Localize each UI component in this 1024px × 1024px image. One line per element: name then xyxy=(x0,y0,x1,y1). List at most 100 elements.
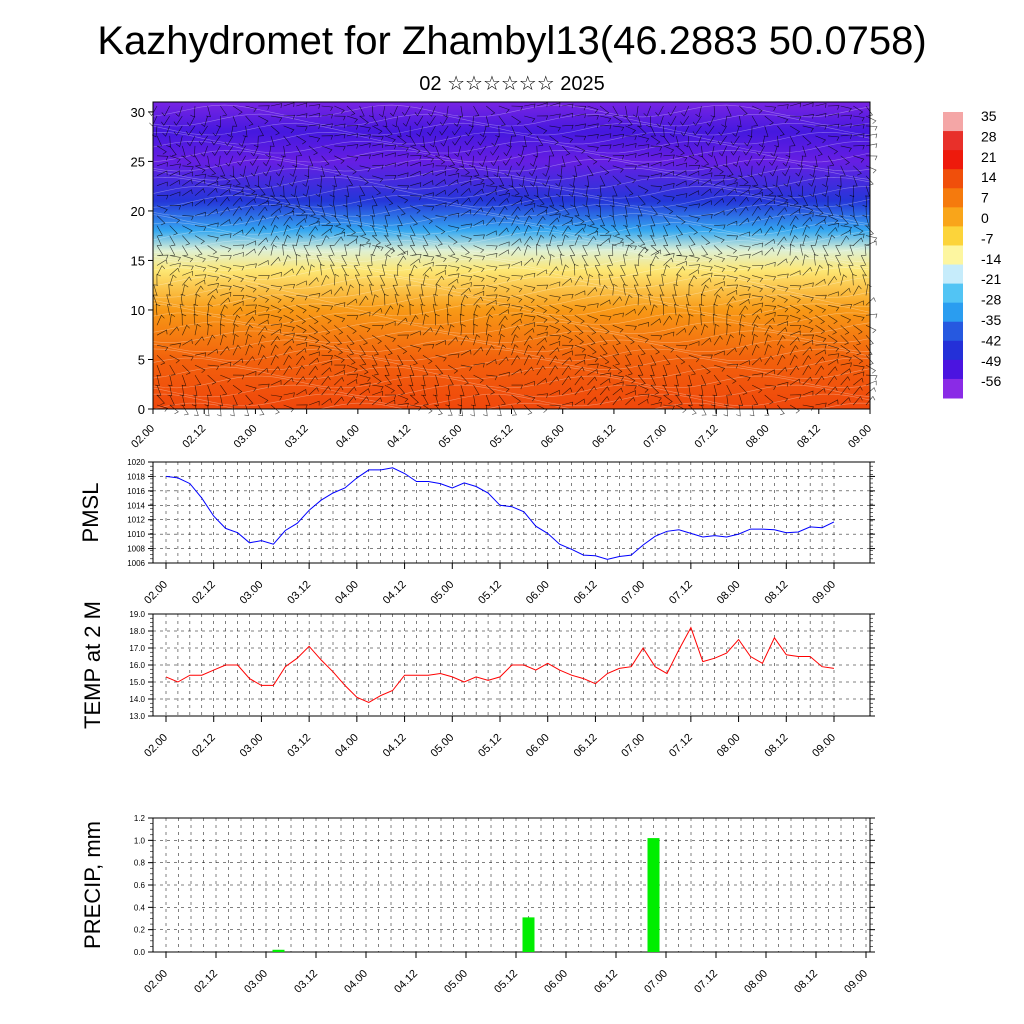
heatmap-xtick-label: 08.12 xyxy=(795,423,823,451)
temp2m-xtick-label: 07.12 xyxy=(667,732,695,760)
pmsl-ytick-label: 1020 xyxy=(127,458,145,467)
heatmap-xtick-label: 02.00 xyxy=(129,423,157,451)
pmsl-series-line xyxy=(165,467,835,560)
temp2m-xtick-label: 08.00 xyxy=(715,732,743,760)
colorbar-swatch xyxy=(943,264,963,285)
wind-barbs xyxy=(148,102,878,417)
pmsl-ytick-label: 1014 xyxy=(127,501,145,510)
temp2m-xtick-label: 05.00 xyxy=(428,732,456,760)
pmsl-ytick-label: 1016 xyxy=(127,487,145,496)
heatmap-xtick-label: 05.00 xyxy=(436,423,464,451)
pmsl-xtick-label: 03.12 xyxy=(285,579,313,607)
colorbar-swatch xyxy=(943,112,963,132)
precip-ytick-label: 1.2 xyxy=(134,814,146,823)
temp2m-xtick-label: 04.12 xyxy=(381,732,409,760)
temp2m-xtick-label: 02.12 xyxy=(190,732,218,760)
precip-ytick-label: 0.6 xyxy=(134,881,146,890)
colorbar-label: -21 xyxy=(981,271,1001,287)
temp2m-xtick-label: 09.00 xyxy=(810,732,838,760)
temp2m-ytick-label: 15.0 xyxy=(129,678,145,687)
precip-xtick-label: 07.12 xyxy=(692,968,720,996)
colorbar-label: -35 xyxy=(981,312,1001,328)
pmsl-xtick-label: 07.12 xyxy=(667,579,695,607)
heatmap-xtick-label: 04.00 xyxy=(334,423,362,451)
precip-xtick-label: 03.12 xyxy=(292,968,320,996)
temp2m-ytick-label: 18.0 xyxy=(129,627,145,636)
colorbar-label: 14 xyxy=(981,169,997,185)
precip-xtick-label: 09.00 xyxy=(842,968,870,996)
pmsl-xtick-label: 02.00 xyxy=(142,579,170,607)
precip-bar xyxy=(647,838,660,952)
precip-xtick-label: 06.12 xyxy=(592,968,620,996)
heatmap-xtick-label: 03.12 xyxy=(283,423,311,451)
temp2m-series-line xyxy=(165,626,835,703)
pmsl-ytick-label: 1018 xyxy=(127,472,145,481)
pmsl-ytick-label: 1010 xyxy=(127,530,145,539)
colorbar-label: -7 xyxy=(981,230,994,246)
pmsl-xtick-label: 07.00 xyxy=(619,579,647,607)
colorbar-swatch xyxy=(943,188,963,208)
precip-xtick-label: 08.00 xyxy=(742,968,770,996)
pmsl-xtick-label: 04.00 xyxy=(333,579,361,607)
temp2m-xtick-label: 06.12 xyxy=(572,732,600,760)
heatmap-xtick-label: 02.12 xyxy=(180,423,208,451)
precip-xtick-label: 08.12 xyxy=(792,968,820,996)
pmsl-xtick-label: 02.12 xyxy=(190,579,218,607)
colorbar-label: 35 xyxy=(981,108,997,124)
heatmap-ytick-label: 10 xyxy=(131,303,145,318)
colorbar-swatch xyxy=(943,302,963,323)
temp2m-xtick-label: 06.00 xyxy=(524,732,552,760)
temp2m-xtick-label: 03.12 xyxy=(285,732,313,760)
heatmap-ytick-label: 5 xyxy=(138,352,145,367)
chart-title: Kazhydromet for Zhambyl13(46.2883 50.075… xyxy=(97,19,927,63)
colorbar-swatch xyxy=(943,169,963,189)
precip-ytick-label: 0.8 xyxy=(134,859,146,868)
pmsl-xtick-label: 05.00 xyxy=(428,579,456,607)
precip-xtick-label: 05.00 xyxy=(442,968,470,996)
colorbar-label: 28 xyxy=(981,128,997,144)
pmsl-ytick-label: 1006 xyxy=(127,559,145,568)
pmsl-xtick-label: 05.12 xyxy=(476,579,504,607)
precip-xtick-label: 02.00 xyxy=(142,968,170,996)
colorbar-swatch xyxy=(943,245,963,266)
heatmap-xtick-label: 04.12 xyxy=(385,423,413,451)
colorbar-swatch xyxy=(943,150,963,170)
colorbar-swatch xyxy=(943,283,963,304)
precip-ytick-label: 1.0 xyxy=(134,836,146,845)
heatmap-ytick-label: 0 xyxy=(138,402,145,417)
heatmap-xtick-label: 06.12 xyxy=(590,423,618,451)
temp2m-xtick-label: 02.00 xyxy=(142,732,170,760)
pmsl-xtick-label: 03.00 xyxy=(238,579,266,607)
pmsl-ytick-label: 1008 xyxy=(127,545,145,554)
heatmap-xtick-label: 05.12 xyxy=(488,423,516,451)
colorbar-label: 0 xyxy=(981,210,989,226)
colorbar-swatch xyxy=(943,340,963,361)
precip-xtick-label: 05.12 xyxy=(492,968,520,996)
colorbar-label: 7 xyxy=(981,190,989,206)
temp2m-ytick-label: 14.0 xyxy=(129,695,145,704)
colorbar-swatch xyxy=(943,226,963,246)
temp2m-xtick-label: 08.12 xyxy=(762,732,790,760)
temp2m-ytick-label: 16.0 xyxy=(129,661,145,670)
colorbar-label: -28 xyxy=(981,292,1001,308)
heatmap-xtick-label: 09.00 xyxy=(846,423,874,451)
heatmap-xtick-label: 03.00 xyxy=(232,423,260,451)
colorbar-swatch xyxy=(943,359,963,380)
heatmap-xtick-label: 07.12 xyxy=(693,423,721,451)
precip-ytick-label: 0.0 xyxy=(134,948,146,957)
precip-xtick-label: 06.00 xyxy=(542,968,570,996)
colorbar-swatch xyxy=(943,321,963,342)
heatmap-xtick-label: 08.00 xyxy=(744,423,772,451)
colorbar-swatch xyxy=(943,378,963,399)
precip-ytick-label: 0.2 xyxy=(134,926,146,935)
precip-ylabel: PRECIP, mm xyxy=(80,821,105,949)
chart-subtitle: 02 ☆☆☆☆☆☆ 2025 xyxy=(419,73,605,95)
colorbar-label: -14 xyxy=(981,251,1001,267)
precip-xtick-label: 04.00 xyxy=(342,968,370,996)
precip-xtick-label: 03.00 xyxy=(242,968,270,996)
pmsl-ylabel: PMSL xyxy=(78,483,103,543)
precip-xtick-label: 07.00 xyxy=(642,968,670,996)
heatmap-ytick-label: 30 xyxy=(131,105,145,120)
temp2m-ytick-label: 19.0 xyxy=(129,610,145,619)
